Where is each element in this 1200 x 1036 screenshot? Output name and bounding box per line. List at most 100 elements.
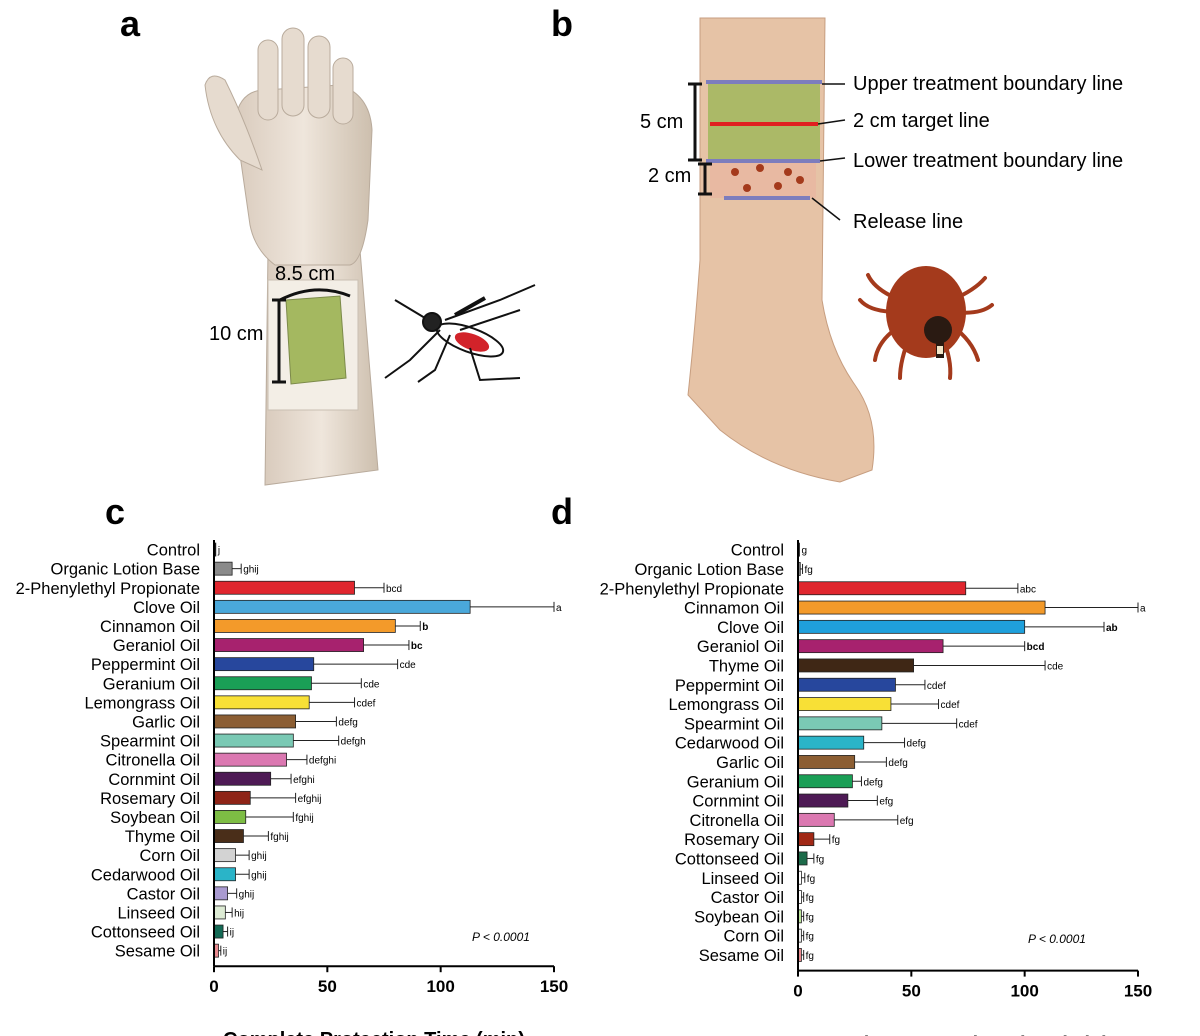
significance-letter: defg	[907, 739, 926, 750]
bar	[213, 599, 471, 614]
tick-icon	[858, 266, 994, 380]
significance-letter: fg	[806, 951, 814, 962]
significance-letter: fg	[806, 912, 814, 923]
significance-letter: fg	[816, 854, 824, 865]
dim-bracket-2cm	[698, 162, 712, 196]
significance-letter: fg	[805, 565, 813, 576]
bar	[797, 581, 967, 596]
bar	[213, 657, 315, 672]
category-label: Linseed Oil	[117, 904, 200, 922]
x-tick-label: 50	[902, 982, 921, 1001]
significance-letter: defgh	[341, 737, 366, 748]
bar	[213, 619, 396, 633]
significance-letter: cdef	[927, 681, 946, 692]
category-label: Geranium Oil	[103, 675, 200, 693]
significance-letter: a	[556, 603, 562, 614]
significance-letter: b	[422, 622, 428, 633]
significance-letter: cdef	[357, 698, 376, 709]
significance-letter: efghij	[298, 794, 322, 805]
panel-a-illustration: 8.5 cm 10 cm	[204, 27, 536, 486]
significance-letter: defg	[338, 717, 357, 728]
category-label: Castor Oil	[711, 889, 784, 907]
category-label: Cottonseed Oil	[675, 850, 784, 868]
significance-letter: ab	[1106, 623, 1118, 634]
bar	[797, 735, 865, 750]
bar	[797, 639, 944, 654]
category-label: Thyme Oil	[709, 657, 784, 675]
significance-letter: ghij	[243, 565, 259, 576]
bar	[213, 733, 294, 748]
bar	[213, 580, 355, 595]
category-label: Spearmint Oil	[100, 733, 200, 751]
dim-label-2cm: 2 cm	[648, 165, 691, 187]
bar	[797, 658, 914, 673]
height-bracket	[272, 298, 286, 384]
significance-letter: efghi	[293, 775, 315, 786]
category-label: Cornmint Oil	[108, 771, 200, 789]
significance-letter: ghij	[251, 870, 267, 881]
significance-letter: bcd	[386, 584, 402, 595]
significance-letter: bcd	[1027, 642, 1045, 653]
x-tick-label: 100	[426, 977, 454, 996]
significance-letter: cdef	[941, 700, 960, 711]
category-label: Garlic Oil	[716, 754, 784, 772]
bar	[213, 867, 236, 882]
bar	[213, 905, 226, 920]
bar	[797, 812, 835, 827]
p-value-annotation: P < 0.0001	[472, 930, 530, 944]
category-label: Geraniol Oil	[697, 638, 784, 656]
bar	[797, 600, 1046, 615]
category-label: Linseed Oil	[701, 870, 784, 888]
significance-letter: cde	[400, 660, 417, 671]
bar	[213, 638, 365, 652]
category-label: Spearmint Oil	[684, 715, 784, 733]
bar	[213, 752, 287, 767]
category-label: 2-Phenylethyl Propionate	[600, 580, 784, 598]
significance-letter: j	[217, 546, 220, 557]
significance-letter: ij	[230, 928, 234, 939]
bar	[213, 695, 310, 710]
category-label: Peppermint Oil	[91, 656, 200, 674]
width-arc	[279, 288, 351, 302]
bar	[797, 697, 892, 711]
dim-label-5cm: 5 cm	[640, 111, 683, 133]
bar	[213, 771, 272, 786]
significance-letter: cdef	[959, 719, 978, 730]
category-label: Sesame Oil	[699, 947, 784, 965]
bar	[213, 924, 224, 939]
significance-letter: abc	[1020, 584, 1036, 595]
bar	[213, 810, 247, 824]
category-label: Thyme Oil	[125, 828, 200, 846]
bar	[797, 832, 815, 847]
category-label: Soybean Oil	[694, 908, 784, 926]
significance-letter: defg	[863, 777, 882, 788]
category-label: Lemongrass Oil	[84, 694, 200, 712]
category-label: Cedarwood Oil	[675, 735, 784, 753]
bar	[213, 676, 312, 691]
category-label: Citronella Oil	[690, 812, 784, 830]
category-label: Cottonseed Oil	[91, 924, 200, 942]
target-line-label: 2 cm target line	[853, 110, 990, 132]
significance-letter: ghij	[239, 889, 255, 900]
x-tick-label: 0	[793, 982, 802, 1001]
x-tick-label: 50	[318, 977, 337, 996]
x-axis-label: Complete Protection Time (min)	[807, 1034, 1109, 1036]
significance-letter: fg	[832, 835, 840, 846]
category-label: Organic Lotion Base	[50, 561, 200, 579]
bar	[213, 790, 251, 805]
category-label: Control	[731, 542, 784, 560]
x-tick-label: 100	[1010, 982, 1038, 1001]
significance-letter: efg	[900, 816, 914, 827]
bar	[213, 886, 228, 901]
category-label: Sesame Oil	[115, 943, 200, 961]
significance-letter: defghi	[309, 756, 336, 767]
bar	[213, 561, 233, 576]
chart-d: Control g Organic Lotion Base fg 2-Phenyleth…	[600, 540, 1152, 1036]
bar	[213, 714, 296, 729]
category-label: Rosemary Oil	[100, 790, 200, 808]
category-label: 2-Phenylethyl Propionate	[16, 580, 200, 598]
bar	[797, 793, 849, 808]
category-label: Castor Oil	[127, 885, 200, 903]
bar	[213, 829, 244, 843]
category-label: Garlic Oil	[132, 713, 200, 731]
